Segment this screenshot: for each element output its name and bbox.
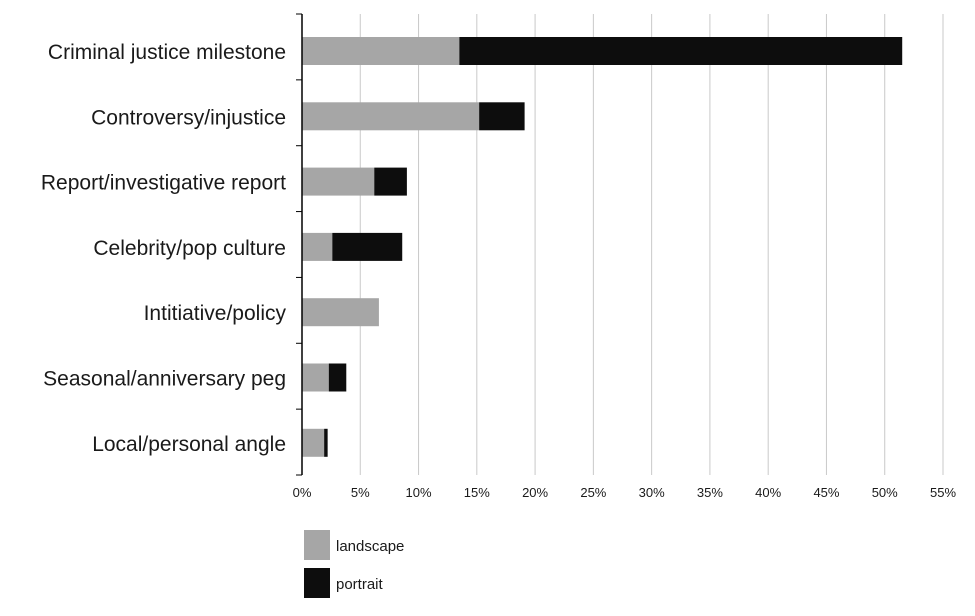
gridlines bbox=[359, 14, 944, 475]
bar-segment-landscape bbox=[302, 37, 460, 65]
category-label: Seasonal/anniversary peg bbox=[43, 368, 286, 391]
bar-segment-landscape bbox=[302, 232, 333, 261]
x-tick-label: 20% bbox=[522, 485, 548, 500]
bar-segment-portrait bbox=[324, 428, 328, 457]
legend-label-portrait: portrait bbox=[336, 576, 384, 593]
category-label: Intitiative/policy bbox=[144, 302, 287, 325]
x-tick-label: 5% bbox=[351, 485, 370, 500]
bar-segment-portrait bbox=[374, 167, 407, 196]
category-label: Local/personal angle bbox=[92, 433, 286, 456]
x-tick-label: 0% bbox=[293, 485, 312, 500]
bar-segment-landscape bbox=[302, 428, 325, 457]
bar-segment-portrait bbox=[328, 363, 347, 392]
bar-segment-portrait bbox=[459, 37, 903, 65]
bar-segment-portrait bbox=[332, 232, 403, 261]
bar-segment-landscape bbox=[302, 363, 329, 392]
category-label: Report/investigative report bbox=[41, 172, 286, 195]
category-label: Controversy/injustice bbox=[91, 106, 286, 129]
category-label: Criminal justice milestone bbox=[48, 41, 286, 64]
bar-segment-landscape bbox=[302, 167, 375, 196]
axes bbox=[296, 13, 303, 476]
x-tick-label: 40% bbox=[755, 485, 781, 500]
bars bbox=[302, 37, 903, 457]
x-tick-label: 30% bbox=[639, 485, 665, 500]
bar-segment-landscape bbox=[302, 102, 480, 131]
x-tick-label: 50% bbox=[872, 485, 898, 500]
x-tick-label: 25% bbox=[580, 485, 606, 500]
legend-label-landscape: landscape bbox=[336, 538, 404, 555]
category-label: Celebrity/pop culture bbox=[93, 237, 286, 260]
x-tick-label: 10% bbox=[406, 485, 432, 500]
legend-swatch-landscape bbox=[304, 530, 330, 560]
x-tick-label: 45% bbox=[813, 485, 839, 500]
bar-segment-landscape bbox=[302, 298, 379, 327]
x-tick-label: 55% bbox=[930, 485, 956, 500]
x-tick-label: 15% bbox=[464, 485, 490, 500]
legend-swatch-portrait bbox=[304, 568, 330, 598]
legend: landscape portrait bbox=[304, 530, 404, 598]
category-labels: Criminal justice milestone Controversy/in… bbox=[41, 41, 287, 456]
x-tick-label: 35% bbox=[697, 485, 723, 500]
x-tick-labels: 0% 5% 10% 15% 20% 25% 30% 35% 40% 45% 50% 55% bbox=[293, 485, 957, 500]
bar-segment-portrait bbox=[479, 102, 525, 131]
